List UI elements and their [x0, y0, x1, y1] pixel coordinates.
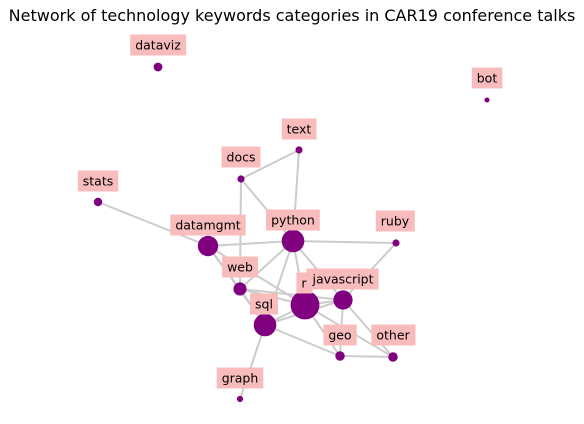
node-label-box — [170, 214, 246, 236]
node-label-sql: sql — [250, 293, 278, 315]
node-label-text: other — [376, 328, 410, 343]
node-label-text: text — [287, 122, 312, 137]
node-label-bot: bot — [471, 67, 503, 89]
node-label-text: datamgmt — [175, 218, 240, 233]
edge-geo-other — [339, 355, 394, 358]
edge-datamgmt-python — [207, 240, 294, 247]
node-label-text: r — [301, 276, 307, 291]
node-stats[interactable] — [93, 197, 103, 207]
node-label-python: python — [266, 209, 320, 231]
node-label-text: web — [227, 260, 253, 275]
node-graph[interactable] — [236, 395, 244, 403]
edge-sql-geo — [264, 324, 341, 357]
edge-python-ruby — [292, 240, 397, 244]
node-label-datamgmt: datamgmt — [170, 214, 246, 236]
node-label-text: sql — [255, 297, 273, 312]
node-label-other: other — [371, 324, 416, 346]
node-label-box — [266, 209, 320, 231]
nodes-layer — [93, 62, 490, 403]
node-docs[interactable] — [237, 175, 245, 183]
node-label-box — [281, 118, 317, 140]
node-label-box — [77, 170, 119, 192]
node-bot[interactable] — [484, 97, 490, 103]
node-label-ruby: ruby — [375, 210, 415, 232]
node-ruby[interactable] — [392, 239, 400, 247]
node-other[interactable] — [388, 352, 398, 362]
node-label-text: stats — [83, 174, 114, 189]
node-label-box — [221, 146, 261, 168]
node-label-web: web — [222, 256, 258, 278]
edge-stats-datamgmt — [97, 201, 209, 247]
node-label-box — [323, 324, 357, 346]
node-label-text: javascript — [311, 272, 373, 287]
node-label-javascript: javascript — [306, 268, 379, 290]
node-dataviz[interactable] — [153, 62, 163, 72]
node-label-graph: graph — [216, 367, 264, 389]
node-label-box — [375, 210, 415, 232]
node-label-text: geo — [328, 328, 351, 343]
chart-title: Network of technology keywords categorie… — [9, 6, 576, 25]
node-label-box — [222, 256, 258, 278]
node-label-text: ruby — [381, 214, 410, 229]
node-label-text: graph — [222, 371, 259, 386]
node-label-dataviz: dataviz — [130, 34, 187, 56]
node-label-text: bot — [477, 71, 498, 86]
node-sql[interactable] — [253, 313, 277, 337]
node-text[interactable] — [295, 146, 303, 154]
node-web[interactable] — [233, 282, 247, 296]
node-label-box — [471, 67, 503, 89]
edge-python-web — [239, 240, 294, 290]
edge-web-javascript — [239, 288, 344, 301]
node-r[interactable] — [290, 290, 320, 320]
node-label-box — [250, 293, 278, 315]
edge-docs-text — [240, 149, 300, 180]
node-label-stats: stats — [77, 170, 119, 192]
node-javascript[interactable] — [333, 290, 353, 310]
edge-javascript-other — [342, 299, 394, 358]
node-label-box — [216, 367, 264, 389]
node-python[interactable] — [281, 229, 305, 253]
node-label-geo: geo — [323, 324, 357, 346]
node-label-text: docs — [227, 150, 256, 165]
node-label-text: text — [281, 118, 317, 140]
labels-layer: dataviz bot text docs stats datamgmt python rub… — [77, 34, 503, 389]
node-label-box — [130, 34, 187, 56]
node-geo[interactable] — [335, 351, 345, 361]
node-datamgmt[interactable] — [197, 235, 219, 257]
node-label-docs: docs — [221, 146, 261, 168]
node-label-box — [306, 268, 379, 290]
node-label-text: python — [271, 213, 315, 228]
node-label-box — [371, 324, 416, 346]
node-label-text: dataviz — [135, 38, 181, 53]
